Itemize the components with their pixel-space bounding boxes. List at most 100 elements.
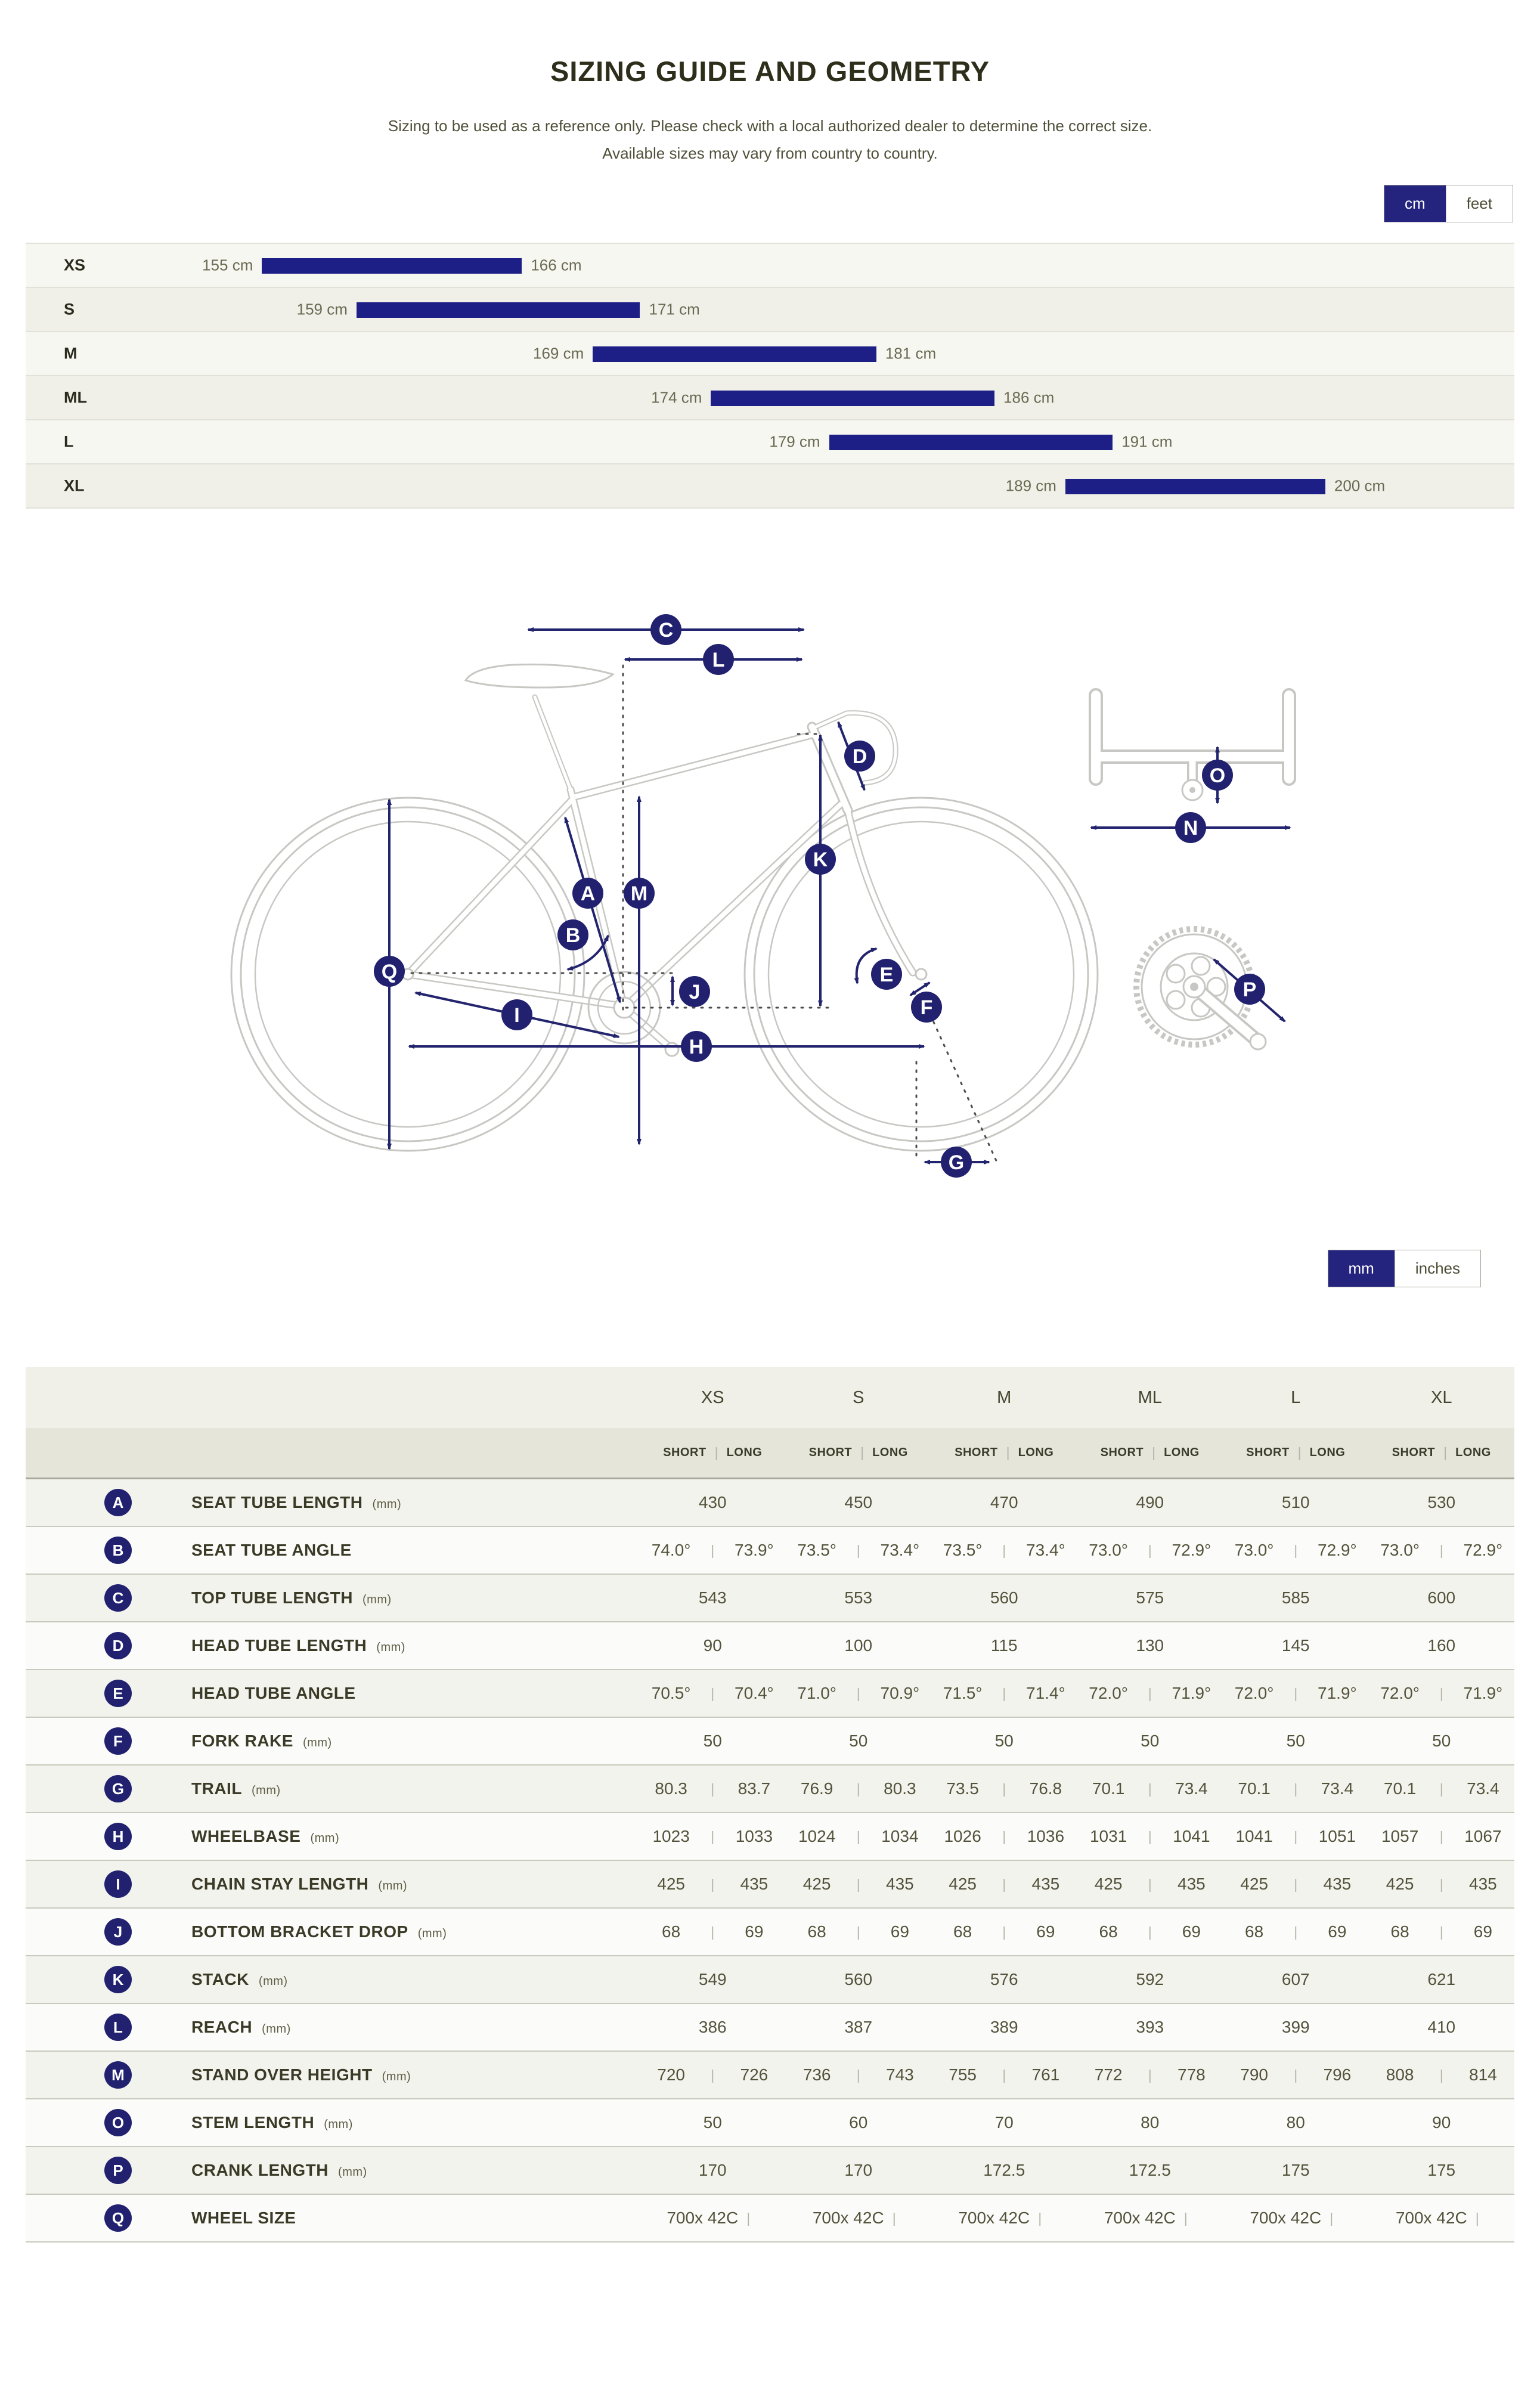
inches-button[interactable]: inches (1394, 1250, 1480, 1287)
value-divider: | (1148, 1828, 1152, 1844)
value-group-s: 736 | 743 (786, 2065, 932, 2084)
diagram-label-c: C (650, 614, 681, 645)
value-divider: | (1294, 1828, 1298, 1844)
value-group-xs: 425 | 435 (640, 1875, 786, 1894)
value-short: 68 (953, 1922, 972, 1941)
value-long: 69 (1036, 1922, 1055, 1941)
page-subtitle: Sizing to be used as a reference only. P… (0, 113, 1540, 167)
svg-text:A: A (581, 882, 596, 905)
diagram-label-f: F (911, 992, 942, 1023)
value-divider: | (1439, 1685, 1443, 1701)
value-short: 1057 (1381, 1827, 1419, 1845)
value-group-xl: 90 (1369, 2113, 1515, 2132)
svg-text:O: O (1210, 764, 1225, 787)
value-short: 72.0° (1089, 1684, 1128, 1702)
value-group-ml: 50 (1077, 1732, 1223, 1751)
diagram-label-m: M (624, 878, 655, 909)
value-short: 68 (1245, 1922, 1264, 1941)
value-long: 435 (1031, 1875, 1060, 1893)
table-row-k: K STACK (mm) 549 560 576 592 607 621 (26, 1956, 1514, 2004)
value: 50 (1286, 1732, 1305, 1750)
value: 170 (844, 2161, 873, 2179)
value-group-s: 73.5° | 73.4° (786, 1541, 932, 1560)
row-label: HEAD TUBE LENGTH (mm) (191, 1636, 405, 1655)
size-label: XS (64, 256, 86, 274)
min-height-label: 179 cm (769, 432, 820, 451)
svg-text:H: H (689, 1036, 704, 1058)
table-row-c: C TOP TUBE LENGTH (mm) 543 553 560 575 585 600 (26, 1575, 1514, 1622)
value-long: 73.4 (1467, 1779, 1499, 1798)
value-long: 1036 (1027, 1827, 1065, 1845)
table-row-m: M STAND OVER HEIGHT (mm) 720 | 726 736 | 743 755… (26, 2052, 1514, 2099)
value-short: 71.0° (797, 1684, 836, 1702)
row-label: SEAT TUBE ANGLE (191, 1541, 352, 1559)
diagram-label-j: J (679, 976, 710, 1007)
value-divider: | (1439, 1876, 1443, 1892)
mm-button[interactable]: mm (1328, 1250, 1395, 1287)
value-group-ml: 575 (1077, 1588, 1223, 1607)
value: 490 (1136, 1493, 1164, 1511)
cm-button[interactable]: cm (1384, 185, 1446, 222)
fit-header-group-s: SHORT | LONG (786, 1445, 932, 1461)
value-long: 1067 (1464, 1827, 1502, 1845)
row-unit: (mm) (306, 1832, 340, 1845)
handlebar-top-view-art (1089, 688, 1296, 801)
fit-header-short: SHORT (1392, 1446, 1436, 1459)
value-long: 814 (1469, 2065, 1497, 2084)
svg-text:D: D (853, 745, 867, 768)
svg-text:E: E (880, 964, 894, 986)
value-suffix-divider: | (1475, 2210, 1479, 2226)
value: 175 (1427, 2161, 1456, 2179)
size-column-header-m: M (997, 1387, 1012, 1407)
value-long: 435 (1469, 1875, 1497, 1893)
value-group-xs: 549 (640, 1970, 786, 1989)
value-long: 71.9° (1318, 1684, 1357, 1702)
value-divider: | (1002, 1780, 1006, 1797)
row-letter-badge: D (104, 1632, 132, 1659)
value: 50 (1432, 1732, 1451, 1750)
value-divider: | (1294, 1685, 1298, 1701)
size-column-header-xl: XL (1431, 1387, 1452, 1407)
row-label-cell: G TRAIL (mm) (26, 1775, 640, 1802)
value-group-m: 73.5 | 76.8 (931, 1779, 1077, 1798)
value-divider: | (711, 1542, 715, 1558)
value-long: 435 (1178, 1875, 1206, 1893)
size-row-ml: ML 174 cm 186 cm (26, 376, 1514, 420)
value: 600 (1427, 1588, 1456, 1607)
value-group-xs: 50 (640, 2113, 786, 2132)
table-row-l: L REACH (mm) 386 387 389 393 399 410 (26, 2004, 1514, 2052)
value-group-m: 425 | 435 (931, 1875, 1077, 1894)
value-long: 1034 (881, 1827, 919, 1845)
row-label: STACK (mm) (191, 1970, 288, 1988)
fit-header-short: SHORT (1246, 1446, 1290, 1459)
value: 160 (1427, 1636, 1456, 1655)
value-short: 425 (802, 1875, 831, 1893)
value-group-m: 560 (931, 1588, 1077, 1607)
value: 80 (1141, 2113, 1160, 2132)
svg-text:K: K (813, 848, 828, 871)
value-group-xl: 1057 | 1067 (1369, 1827, 1515, 1846)
max-height-label: 171 cm (649, 300, 700, 318)
size-bar-track: 169 cm 181 cm (26, 332, 1514, 375)
feet-button[interactable]: feet (1445, 185, 1513, 222)
value: 621 (1427, 1970, 1456, 1988)
size-bar-track: 174 cm 186 cm (26, 376, 1514, 419)
value: 70 (994, 2113, 1014, 2132)
value-group-xl: 175 (1369, 2161, 1515, 2180)
value-divider: | (1148, 1542, 1152, 1558)
value-group-m: 172.5 (931, 2161, 1077, 2180)
size-row-xl: XL 189 cm 200 cm (26, 464, 1514, 509)
value-long: 72.9° (1463, 1541, 1503, 1559)
value: 50 (1141, 1732, 1160, 1750)
sizing-guide-page: SIZING GUIDE AND GEOMETRY Sizing to be u… (0, 55, 1540, 2242)
row-unit: (mm) (320, 2118, 353, 2131)
value-group-ml: 700x 42C | (1077, 2209, 1223, 2228)
value-short: 70.1 (1092, 1779, 1125, 1798)
diagram-label-n: N (1175, 812, 1206, 843)
value-group-xs: 70.5° | 70.4° (640, 1684, 786, 1703)
value-group-xl: 700x 42C | (1369, 2209, 1515, 2228)
value-group-l: 399 (1223, 2018, 1369, 2037)
row-label-cell: B SEAT TUBE ANGLE (26, 1537, 640, 1564)
row-unit: (mm) (374, 1879, 408, 1892)
fit-header-divider: | (860, 1445, 864, 1460)
